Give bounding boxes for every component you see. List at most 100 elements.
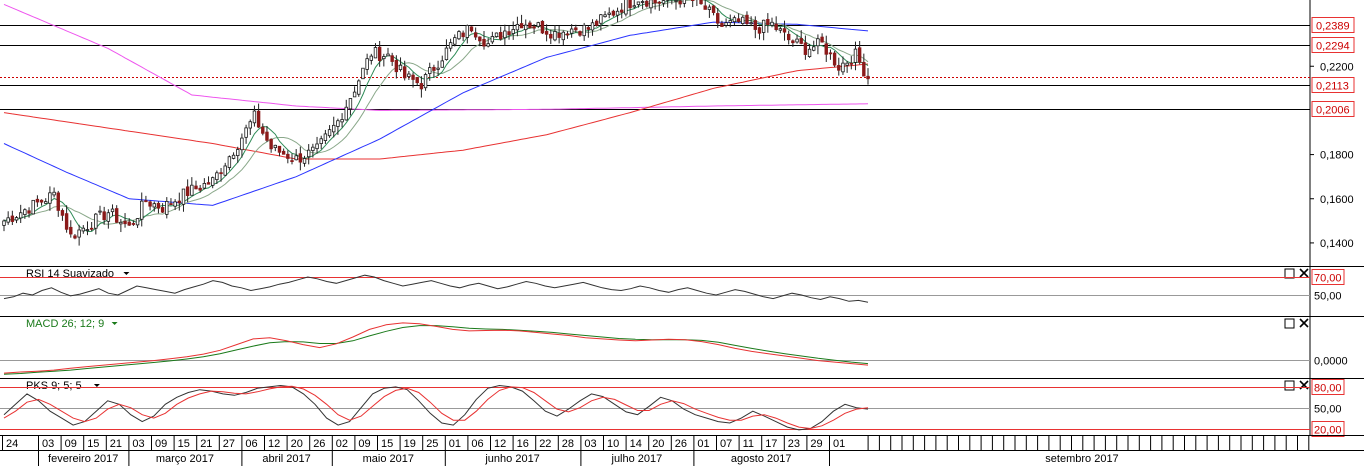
candle: [770, 17, 774, 28]
panel-level-label-1: 50,00: [1314, 291, 1342, 303]
ma-green-light-line: [3, 0, 869, 225]
candle: [786, 30, 791, 45]
candle: [290, 153, 294, 165]
candle: [365, 53, 369, 75]
candle-body: [853, 48, 858, 63]
candle-body: [745, 14, 749, 25]
candle: [503, 24, 507, 46]
candle: [315, 136, 319, 154]
candle-body: [140, 200, 144, 220]
candle-body: [607, 12, 611, 15]
candle: [127, 218, 131, 226]
candle-body: [85, 229, 90, 231]
candle-body: [645, 0, 649, 7]
candle: [215, 170, 219, 184]
candle: [56, 190, 60, 217]
candle: [73, 233, 77, 240]
candle-body: [177, 200, 182, 204]
candle-body: [624, 0, 628, 15]
candle: [102, 206, 106, 225]
candle-body: [244, 127, 248, 138]
candle-body: [411, 74, 415, 80]
candle: [252, 105, 257, 127]
day-label: 22: [539, 438, 551, 450]
candle: [231, 152, 236, 160]
candle: [144, 195, 148, 203]
x-icon[interactable]: [1299, 318, 1309, 328]
candle-body: [703, 5, 707, 10]
candle: [352, 86, 357, 98]
candle: [357, 79, 361, 97]
candle-body: [340, 119, 344, 123]
square-icon[interactable]: [1284, 318, 1295, 329]
candle-body: [27, 210, 31, 214]
day-label: 06: [245, 438, 257, 450]
candle: [586, 25, 591, 38]
candle: [845, 60, 849, 73]
day-label: 03: [42, 438, 54, 450]
candle-body: [323, 133, 328, 141]
day-label: 01: [833, 438, 845, 450]
candle: [327, 125, 332, 138]
day-label: 01: [697, 438, 709, 450]
candle-body: [707, 6, 712, 10]
candle-body: [386, 53, 390, 57]
candle-body: [824, 43, 828, 55]
price-tick-label-0: 0,2200: [1320, 61, 1354, 73]
candle-body: [766, 19, 770, 26]
day-label: 09: [358, 438, 370, 450]
pks-d-line: [3, 385, 869, 430]
candle: [377, 40, 382, 67]
candle-body: [231, 154, 236, 159]
day-label: 09: [155, 438, 167, 450]
candle-body: [490, 36, 495, 43]
x-icon[interactable]: [1299, 268, 1309, 278]
candle: [816, 34, 820, 55]
candle-body: [202, 182, 207, 189]
candle: [832, 51, 837, 68]
month-label: maio 2017: [363, 453, 414, 465]
candle-body: [782, 28, 787, 33]
candle: [565, 31, 570, 39]
x-icon-stroke-b: [1299, 318, 1309, 328]
candle-body: [236, 149, 240, 157]
candle-body: [306, 149, 311, 158]
candle: [553, 25, 557, 42]
candle: [557, 25, 561, 44]
candle-body: [615, 10, 620, 16]
month-label: junho 2017: [484, 453, 539, 465]
candle: [761, 19, 766, 41]
candle: [519, 14, 524, 29]
candle: [177, 192, 182, 211]
candle: [6, 211, 10, 225]
candle-body: [428, 67, 432, 75]
candle: [106, 209, 111, 229]
square-icon[interactable]: [1284, 268, 1295, 279]
candle-body: [286, 153, 290, 159]
candle-body: [64, 213, 69, 230]
candle-body: [690, 0, 695, 1]
candle-body: [39, 199, 44, 203]
candle-body: [653, 0, 657, 4]
month-label: setembro 2017: [1045, 453, 1118, 465]
candle: [536, 21, 540, 29]
candle-body: [640, 1, 645, 3]
candle: [160, 203, 165, 213]
candle: [432, 64, 436, 78]
candle-body: [185, 186, 190, 196]
price-tick-label-3: 0,1400: [1320, 238, 1354, 250]
candle: [402, 60, 407, 81]
candle-body: [699, 0, 703, 5]
candle-body: [302, 158, 307, 164]
candle-body: [206, 182, 211, 185]
square-icon[interactable]: [1284, 380, 1295, 391]
candle: [156, 201, 161, 214]
candle-body: [110, 208, 115, 213]
candle: [361, 67, 365, 80]
candle: [849, 56, 854, 70]
panel-level-box-0: [1311, 269, 1345, 285]
candle: [540, 20, 545, 35]
chevron-down-icon: [111, 322, 118, 325]
candle-body: [728, 20, 732, 23]
candle: [674, 0, 678, 10]
